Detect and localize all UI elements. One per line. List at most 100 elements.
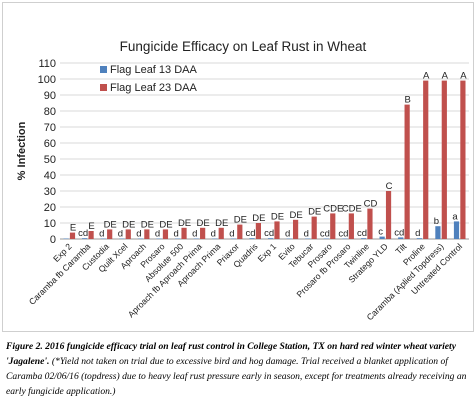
data-label-flag-leaf-13-daa: d [155, 229, 160, 240]
data-label-flag-leaf-23-daa: CD [364, 199, 378, 210]
bar-flag-leaf-23-daa-caramba-aplied-topdress [441, 80, 447, 239]
legend-swatch-flag-leaf-13 [100, 66, 107, 73]
bar-flag-leaf-13-daa-exp-1 [267, 238, 274, 239]
data-label-flag-leaf-13-daa: cd [78, 228, 88, 239]
y-axis-label: % Infection [16, 121, 28, 180]
bar-flag-leaf-23-daa-prosaro [330, 213, 336, 239]
data-label-flag-leaf-13-daa: b [434, 216, 439, 227]
data-label-flag-leaf-23-daa: DE [234, 215, 247, 226]
bar-flag-leaf-13-daa-twinline [360, 238, 367, 239]
data-label-flag-leaf-23-daa: DE [308, 207, 321, 218]
data-label-flag-leaf-23-daa: DE [271, 211, 284, 222]
bar-flag-leaf-13-daa-tilt [398, 237, 404, 239]
y-tick-label: 110 [38, 58, 56, 70]
data-label-flag-leaf-13-daa: cd [264, 228, 274, 239]
bar-flag-leaf-23-daa-exp-1 [274, 221, 280, 239]
caption-bold: Figure 2. 2016 fungicide efficacy trial … [6, 341, 456, 367]
bar-flag-leaf-23-daa-tilt [404, 104, 410, 239]
data-label-flag-leaf-13-daa: cd [357, 228, 367, 239]
chart-frame: 0 10 20 30 40 50 60 70 80 90 100 110 E Exp 2 cd E Caram… [2, 2, 474, 332]
data-label-flag-leaf-13-daa: a [452, 211, 458, 222]
bar-flag-leaf-13-daa-stratego-yld [379, 236, 385, 239]
data-label-flag-leaf-23-daa: DE [104, 219, 117, 230]
data-label-flag-leaf-13-daa: d [173, 229, 178, 240]
bar-flag-leaf-23-daa-aproach-prima [218, 227, 224, 239]
legend-label-flag-leaf-13: Flag Leaf 13 DAA [110, 64, 197, 76]
bar-flag-leaf-23-daa-caramba-fb-caramba [88, 231, 94, 239]
data-label-flag-leaf-23-daa: DE [252, 213, 265, 224]
legend: Flag Leaf 13 DAA Flag Leaf 23 DAA [100, 64, 197, 94]
chart-title: Fungicide Efficacy on Leaf Rust in Wheat [120, 39, 367, 54]
y-tick-label: 40 [44, 170, 56, 182]
bar-flag-leaf-23-daa-aproach [144, 229, 150, 239]
y-tick-label: 80 [44, 106, 56, 118]
legend-label-flag-leaf-23: Flag Leaf 23 DAA [110, 82, 197, 94]
data-label-flag-leaf-23-daa: DE [159, 219, 172, 230]
y-tick-label: 10 [44, 218, 56, 230]
bar-flag-leaf-23-daa-aproach-fb-aproach-prima [200, 227, 206, 239]
data-label-flag-leaf-23-daa: DE [197, 218, 210, 229]
bar-flag-leaf-23-daa-quadris [255, 223, 262, 239]
data-label-flag-leaf-13-daa: d [136, 229, 141, 240]
gridlines [60, 62, 469, 240]
data-label-flag-leaf-13-daa: d [99, 229, 104, 240]
bar-flag-leaf-23-daa-quilt-xcel [125, 229, 131, 239]
bar-flag-leaf-23-daa-stratego-yld [385, 191, 392, 239]
data-label-flag-leaf-13-daa: c [378, 227, 383, 238]
bar-flag-leaf-23-daa-prosaro [162, 229, 169, 239]
data-label-flag-leaf-13-daa: d [415, 228, 420, 239]
bar-flag-leaf-23-daa-untreated-control [460, 80, 466, 239]
bar-flag-leaf-13-daa-caramba-fb-caramba [82, 238, 88, 239]
bar-flag-leaf-23-daa-prosaro-fb-prosaro [348, 213, 354, 239]
bar-flag-leaf-13-daa-untreated-control [453, 221, 460, 239]
legend-swatch-flag-leaf-23 [100, 84, 107, 91]
data-label-flag-leaf-23-daa: A [442, 71, 449, 82]
y-tick-label: 60 [44, 138, 56, 150]
data-label-flag-leaf-13-daa: cd [338, 229, 348, 240]
y-axis: 0 10 20 30 40 50 60 70 80 90 100 110 [38, 58, 56, 246]
data-label-flag-leaf-23-daa: DE [215, 218, 228, 229]
bar-flag-leaf-13-daa-proline [416, 238, 422, 239]
y-tick-label: 100 [38, 74, 56, 86]
bar-flag-leaf-23-daa-evito [292, 219, 299, 239]
data-label-flag-leaf-13-daa: cd [245, 228, 255, 239]
data-label-flag-leaf-23-daa: DE [141, 219, 154, 230]
data-label-flag-leaf-13-daa: d [229, 229, 234, 240]
data-label-flag-leaf-23-daa: CDE [323, 203, 343, 214]
bar-flag-leaf-23-daa-twinline [367, 208, 373, 239]
data-label-flag-leaf-13-daa: d [211, 229, 216, 240]
data-label-flag-leaf-23-daa: DE [289, 210, 302, 221]
y-tick-label: 0 [50, 234, 56, 246]
bar-flag-leaf-23-daa-custodia [107, 229, 113, 239]
bar-flag-leaf-23-daa-tebucar [311, 216, 317, 239]
y-tick-label: 90 [44, 90, 56, 102]
data-label-flag-leaf-13-daa: d [285, 229, 290, 240]
bar-flag-leaf-13-daa-quadris [249, 238, 255, 239]
data-label-flag-leaf-13-daa: d [118, 229, 123, 240]
data-label-flag-leaf-13-daa: d [304, 229, 309, 240]
bar-flag-leaf-23-daa-exp-2 [69, 232, 76, 239]
y-tick-label: 50 [44, 154, 56, 166]
data-label-flag-leaf-23-daa: E [70, 223, 76, 234]
data-label-flag-leaf-23-daa: C [386, 181, 393, 192]
bar-flag-leaf-23-daa-absolute-500 [181, 227, 187, 239]
data-label-flag-leaf-23-daa: DE [178, 218, 191, 229]
figure-caption: Figure 2. 2016 fungicide efficacy trial … [6, 339, 468, 399]
data-label-flag-leaf-23-daa: CDE [342, 203, 362, 214]
data-label-flag-leaf-23-daa: DE [122, 219, 135, 230]
caption-text: (*Yield not taken on trial due to excess… [6, 356, 467, 397]
y-tick-label: 70 [44, 122, 56, 134]
data-label-flag-leaf-23-daa: B [404, 95, 410, 106]
data-label-flag-leaf-13-daa: cd [394, 227, 404, 238]
data-label-flag-leaf-23-daa: E [88, 221, 94, 232]
y-tick-label: 20 [44, 202, 56, 214]
data-label-flag-leaf-23-daa: A [423, 71, 430, 82]
bars [63, 80, 466, 239]
data-label-flag-leaf-23-daa: A [460, 71, 467, 82]
x-tick-label: Exp 1 [256, 241, 279, 264]
data-label-flag-leaf-13-daa: d [192, 229, 197, 240]
data-label-flag-leaf-13-daa: cd [320, 229, 330, 240]
bar-flag-leaf-23-daa-proline [423, 80, 429, 239]
